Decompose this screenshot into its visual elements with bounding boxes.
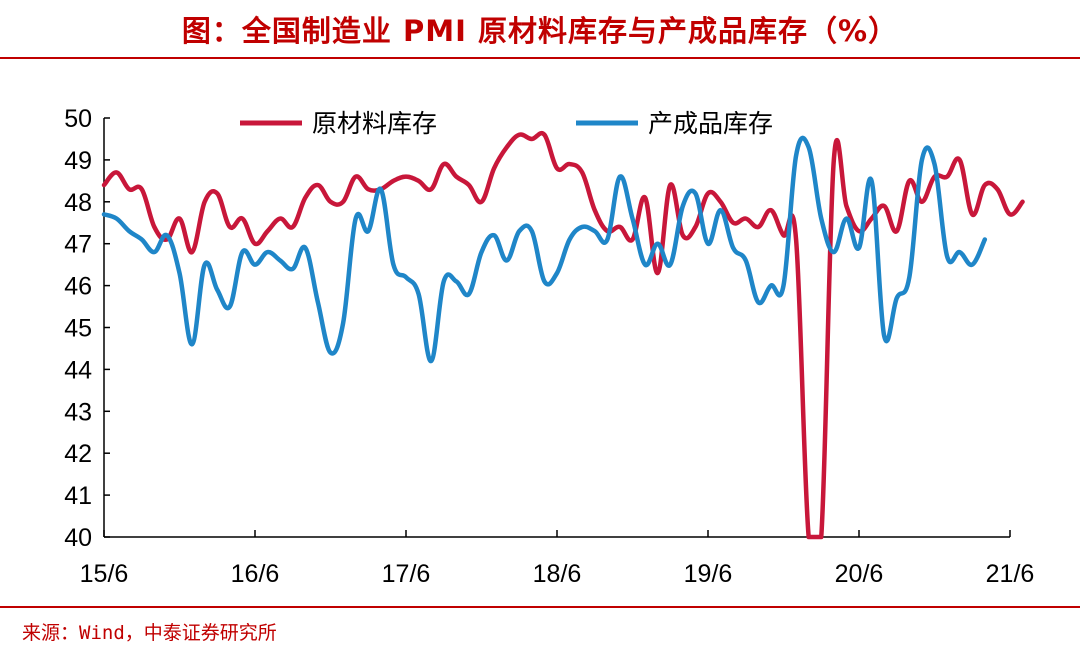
- legend-label-raw: 原材料库存: [312, 109, 437, 138]
- y-tick-label: 50: [64, 105, 92, 133]
- series-line-finished-goods: [101, 135, 988, 364]
- title-divider: [0, 57, 1080, 59]
- y-tick-label: 44: [64, 356, 92, 384]
- y-tick-label: 47: [64, 231, 92, 259]
- y-tick-label: 49: [64, 147, 92, 175]
- chart-title: 图：全国制造业 PMI 原材料库存与产成品库存（%）: [181, 14, 899, 48]
- y-tick-label: 45: [64, 315, 92, 343]
- x-tick-label: 16/6: [231, 560, 280, 588]
- x-tick-label: 21/6: [986, 560, 1035, 588]
- x-tick-label: 18/6: [533, 560, 582, 588]
- x-tick-label: 15/6: [80, 560, 129, 588]
- y-tick-label: 43: [64, 398, 92, 426]
- x-tick-label: 19/6: [684, 560, 733, 588]
- footer-divider: [0, 606, 1080, 608]
- y-tick-label: 46: [64, 273, 92, 301]
- source-note: 来源：Wind，中泰证券研究所: [22, 622, 277, 644]
- x-tick-label: 17/6: [382, 560, 431, 588]
- legend-label-finished: 产成品库存: [648, 109, 773, 138]
- x-tick-label: 20/6: [835, 560, 884, 588]
- series-layer: [101, 130, 1025, 540]
- y-tick-label: 48: [64, 189, 92, 217]
- axes: 40 41 42 43 44 45 46 47 48 49 50 15/6 16/6 17/6 18/6 19…: [64, 105, 1034, 588]
- legend: 原材料库存 产成品库存: [240, 109, 773, 138]
- y-tick-label: 40: [64, 524, 92, 552]
- y-tick-label: 42: [64, 440, 92, 468]
- y-tick-label: 41: [64, 482, 92, 510]
